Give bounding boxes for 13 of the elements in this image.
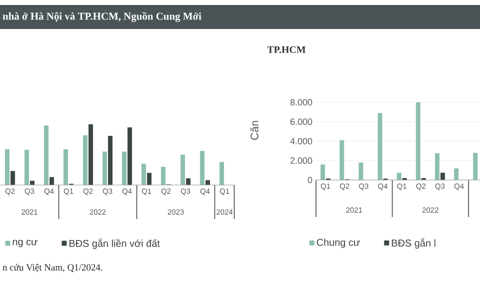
y-tick-label: 2.000 (290, 157, 312, 164)
y-tick-label: 8.000 (290, 99, 312, 106)
y-tick-label: 6.000 (290, 118, 312, 125)
y-axis-title: Căn (250, 120, 258, 140)
chart-title: nhà ở Hà Nội và TP.HCM, Nguồn Cung Mới (2, 12, 202, 22)
legend-label: BĐS gắn liền với đất (69, 238, 160, 249)
legend-label: Chung cư (316, 238, 360, 248)
chart-title: TP.HCM (267, 46, 306, 54)
legend-label: ng cư (12, 240, 38, 248)
text: n cứu Việt Nam, Q1/2024. (2, 264, 102, 272)
y-tick-label: 0 (308, 176, 312, 184)
y-tick-label: 4.000 (290, 138, 312, 144)
legend-label: BĐS gắn l (392, 238, 436, 249)
